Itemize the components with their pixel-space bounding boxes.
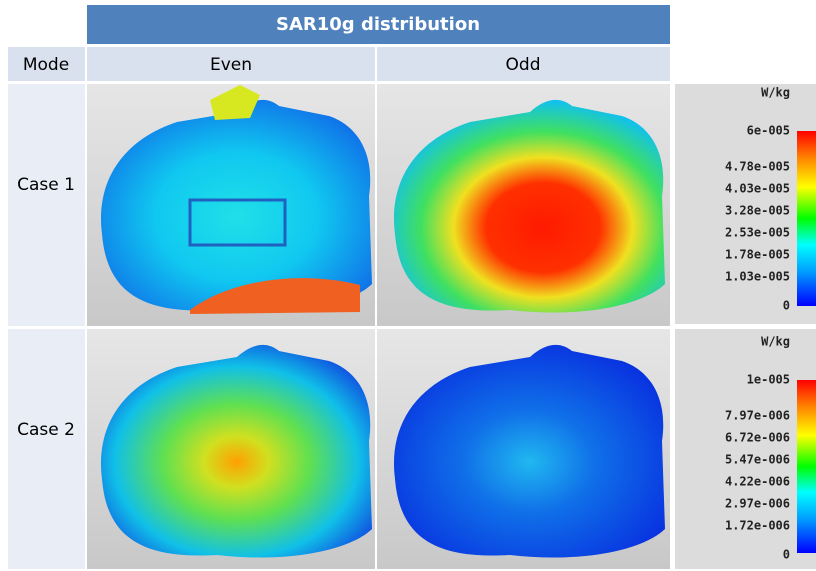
column-header: Mode bbox=[23, 55, 69, 75]
page: SAR10g distribution Mode Even Odd Case 1… bbox=[0, 0, 816, 571]
colorbar-label: 1.72e-006 bbox=[725, 519, 790, 533]
colorbar-label: 1.03e-005 bbox=[725, 270, 790, 284]
column-header: Odd bbox=[506, 55, 541, 75]
column-header: Even bbox=[210, 55, 252, 75]
row-label: Case 1 bbox=[17, 175, 75, 195]
colorbar-label: 4.03e-005 bbox=[725, 182, 790, 196]
heatmap-image bbox=[87, 84, 375, 326]
colorbar-panel bbox=[675, 329, 816, 569]
colorbar-unit: W/kg bbox=[761, 335, 790, 349]
colorbar-label: 0 bbox=[783, 548, 790, 562]
colorbar-label: 7.97e-006 bbox=[725, 409, 790, 423]
colorbar-unit: W/kg bbox=[761, 86, 790, 100]
colorbar-label: 4.22e-006 bbox=[725, 475, 790, 489]
colorbar-label: 0 bbox=[783, 299, 790, 313]
colorbar-label: 1.78e-005 bbox=[725, 248, 790, 262]
colorbar-label: 6e-005 bbox=[747, 124, 790, 138]
slide: SAR10g distribution Mode Even Odd Case 1… bbox=[0, 0, 816, 571]
row-label: Case 2 bbox=[17, 420, 75, 440]
row-header-cell bbox=[8, 329, 85, 569]
colorbar-label: 6.72e-006 bbox=[725, 431, 790, 445]
colorbar bbox=[797, 131, 816, 306]
colorbar-label: 5.47e-006 bbox=[725, 453, 790, 467]
heatmap-image bbox=[377, 329, 670, 569]
colorbar-label: 3.28e-005 bbox=[725, 204, 790, 218]
row-header-cell bbox=[8, 84, 85, 326]
colorbar-label: 2.97e-006 bbox=[725, 497, 790, 511]
colorbar-label: 4.78e-005 bbox=[725, 160, 790, 174]
colorbar bbox=[797, 380, 816, 553]
colorbar-label: 2.53e-005 bbox=[725, 226, 790, 240]
colorbar-label: 1e-005 bbox=[747, 373, 790, 387]
heatmap-image bbox=[87, 329, 375, 569]
heatmap-image bbox=[377, 84, 670, 326]
table-title: SAR10g distribution bbox=[276, 14, 480, 35]
